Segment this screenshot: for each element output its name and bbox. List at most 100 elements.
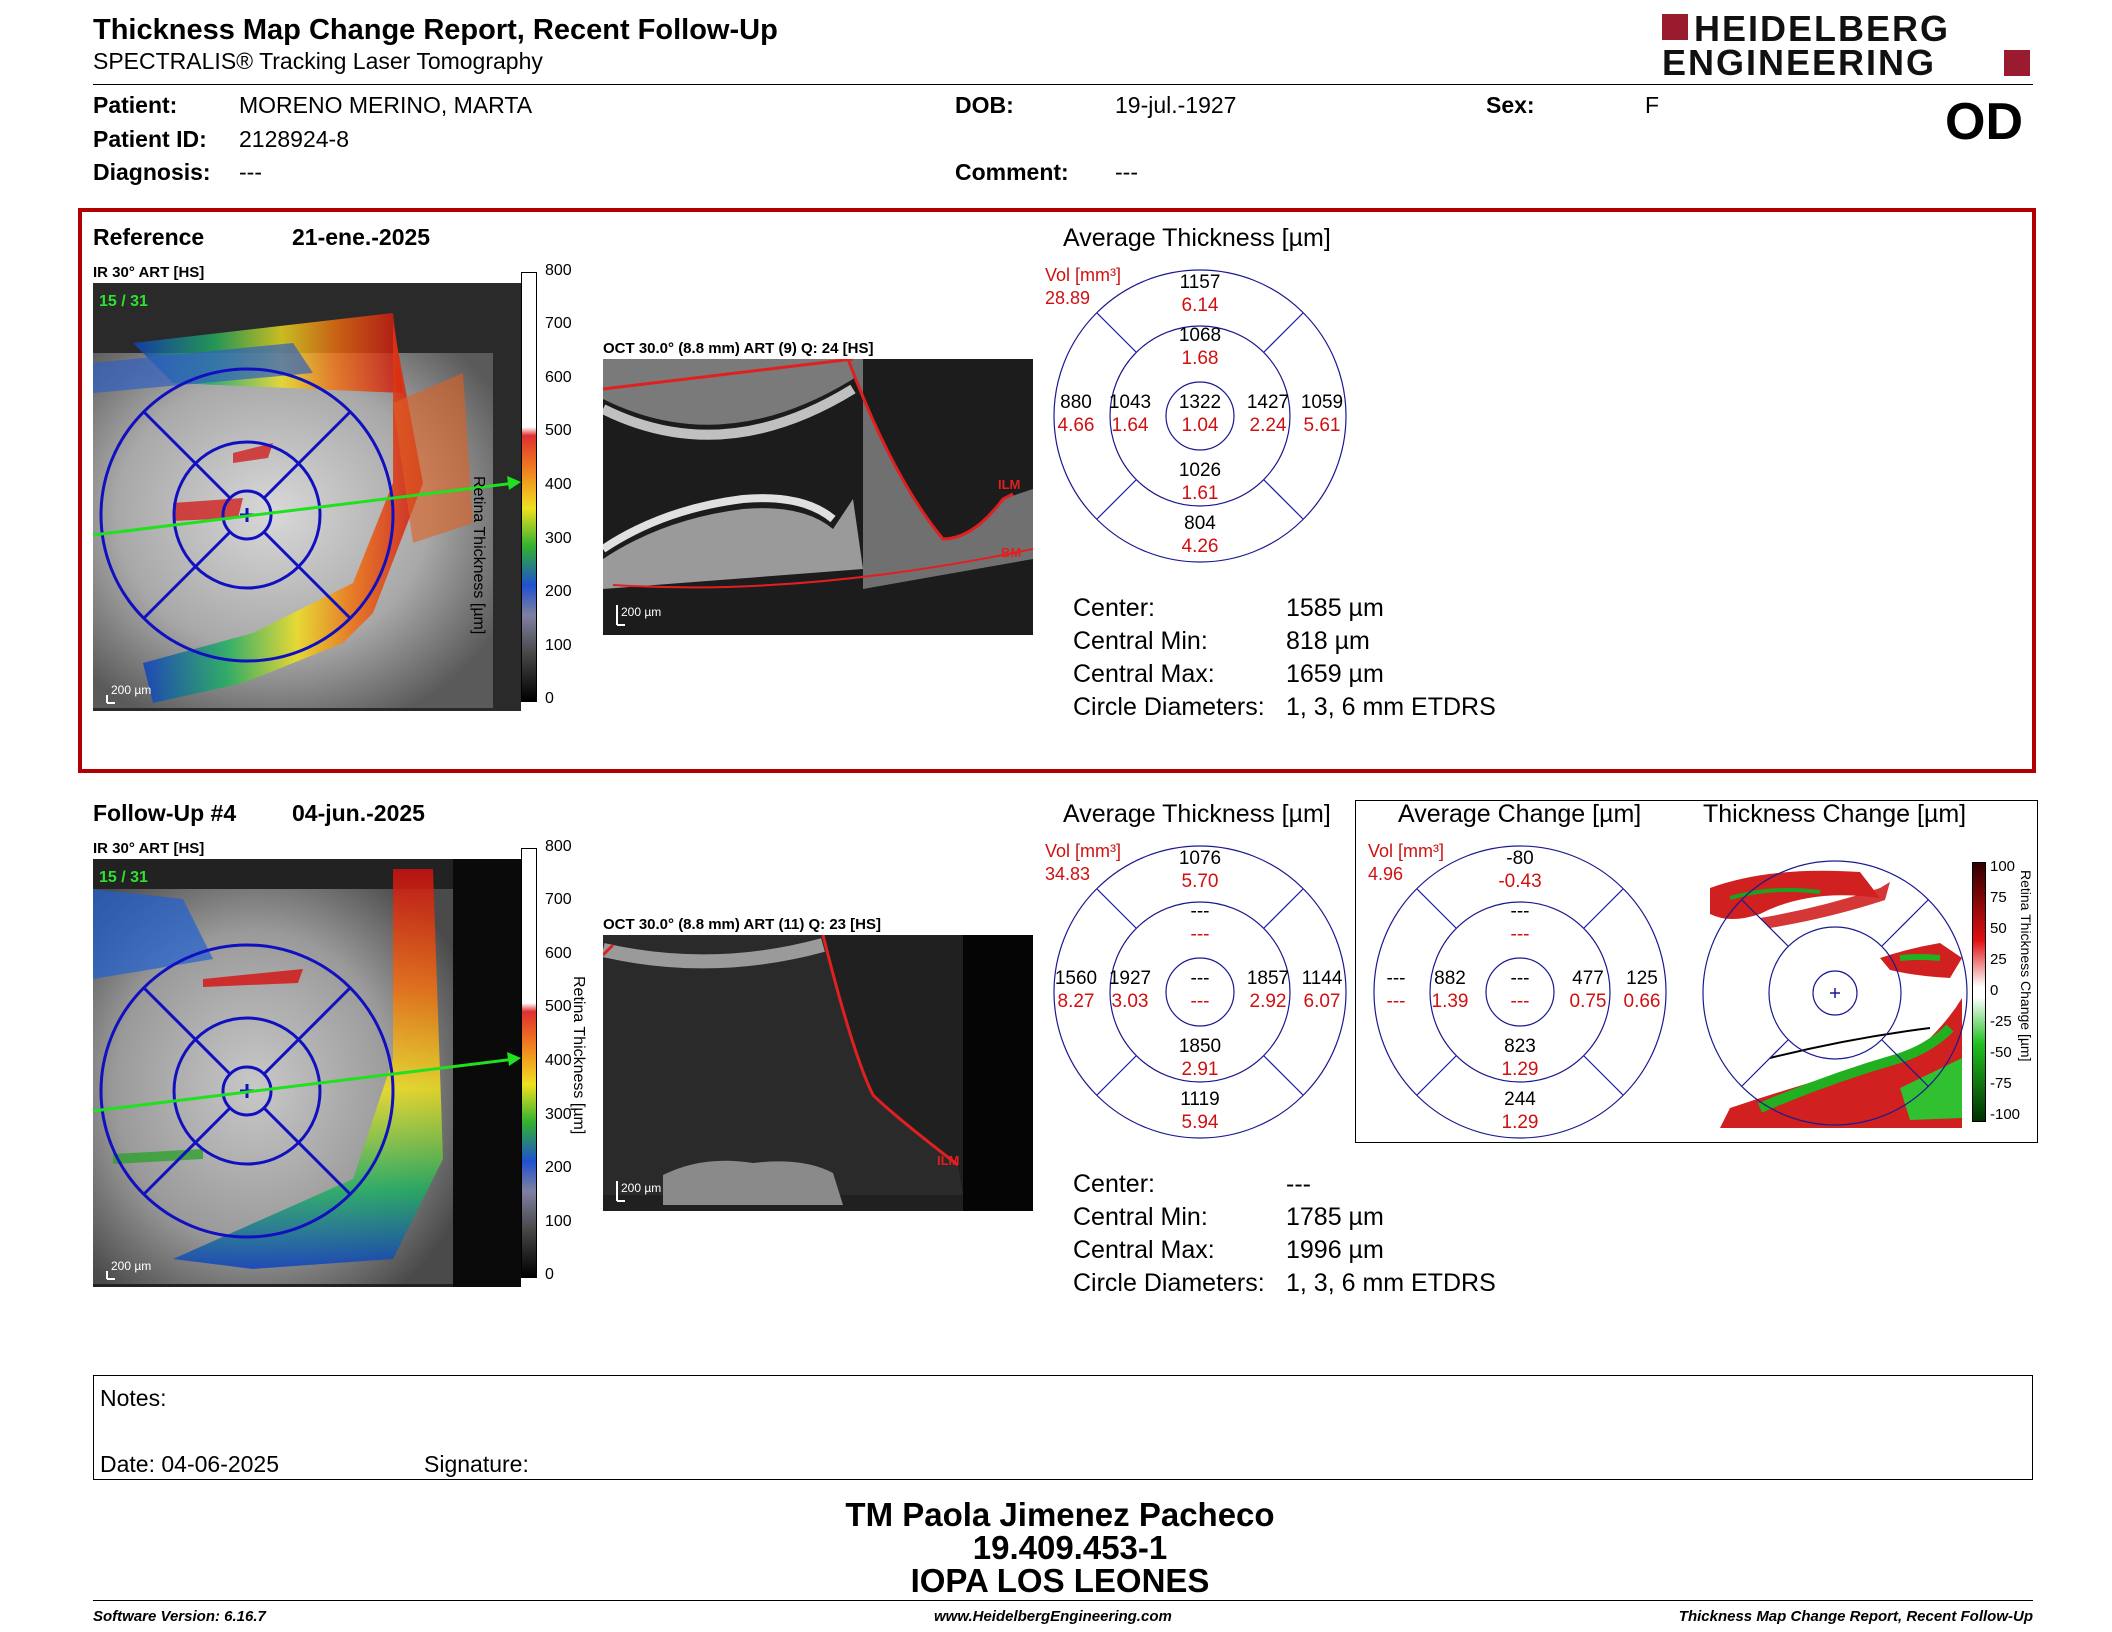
change-etdrs-grid: -80 -0.43 --- --- --- --- 882 1.39 --- -…	[1372, 844, 1668, 1140]
chg-bottom-inner-thickness: 823	[1504, 1036, 1536, 1057]
tick-100: 100	[545, 1213, 572, 1230]
chg-tick-minus100: -100	[1990, 1106, 2021, 1123]
followup-oct-bscan: ILM 200 µm	[603, 935, 1033, 1211]
tick-0: 0	[545, 1266, 554, 1283]
followup-colorbar-ticks: 800 700 600 500 400 300 200 100 0	[545, 838, 579, 1288]
ref-min-label: Central Min:	[1073, 627, 1208, 655]
followup-etdrs-grid: 1076 5.70 --- --- 1560 8.27 1927 3.03 --…	[1052, 844, 1348, 1140]
fu-bottom-outer-volume: 5.94	[1181, 1112, 1219, 1133]
fu-center-label: Center:	[1073, 1170, 1155, 1198]
chg-tick-50: 50	[1990, 920, 2007, 937]
reference-scale-bar: 200 µm	[111, 683, 152, 697]
ref-bottom-inner-thickness: 1026	[1178, 460, 1222, 481]
reference-etdrs-grid: 1157 6.14 1068 1.68 880 4.66 1043 1.64 1…	[1052, 268, 1348, 564]
followup-colorbar-label: Retina Thickness [µm]	[570, 976, 587, 1135]
report-subtitle: SPECTRALIS® Tracking Laser Tomography	[93, 48, 543, 74]
followup-fundus-image: 15 / 31 200 µm	[93, 859, 521, 1287]
fu-diam-value: 1, 3, 6 mm ETDRS	[1286, 1269, 1496, 1297]
diagnosis-value: ---	[239, 159, 262, 185]
chg-left-inner-volume: 1.39	[1431, 991, 1469, 1012]
chg-top-inner-thickness: ---	[1510, 901, 1530, 922]
tick-600: 600	[545, 369, 572, 386]
ref-bottom-inner-volume: 1.61	[1181, 483, 1219, 504]
thickness-change-map	[1700, 858, 1970, 1128]
reference-ir-label: IR 30° ART [HS]	[93, 264, 205, 281]
reference-frame	[78, 208, 2036, 773]
chg-left-inner-thickness: 882	[1434, 968, 1466, 989]
fu-center-thickness: ---	[1190, 968, 1210, 989]
fu-diam-label: Circle Diameters:	[1073, 1269, 1265, 1297]
followup-oct-label: OCT 30.0° (8.8 mm) ART (11) Q: 23 [HS]	[603, 916, 882, 933]
fu-bottom-outer-thickness: 1119	[1180, 1089, 1220, 1110]
chg-top-outer-thickness: -80	[1506, 848, 1534, 869]
fu-right-outer-thickness: 1144	[1301, 968, 1343, 989]
tick-300: 300	[545, 1106, 572, 1123]
reference-label: Reference	[93, 224, 205, 250]
fu-left-inner-volume: 3.03	[1111, 991, 1149, 1012]
tick-800: 800	[545, 262, 572, 279]
chg-center-volume: ---	[1510, 991, 1530, 1012]
eye-label: OD	[1945, 93, 2023, 151]
fu-bottom-inner-volume: 2.91	[1181, 1059, 1219, 1080]
chg-center-thickness: ---	[1510, 968, 1530, 989]
chg-left-outer-volume: ---	[1386, 991, 1406, 1012]
ilm-marker: ILM	[937, 1153, 960, 1168]
followup-ir-label: IR 30° ART [HS]	[93, 840, 205, 857]
chg-tick-75: 75	[1990, 889, 2007, 906]
ref-top-outer-volume: 6.14	[1181, 295, 1219, 316]
ref-center-thickness: 1322	[1178, 392, 1222, 413]
notes-date: Date: 04-06-2025	[100, 1451, 280, 1477]
chg-top-outer-volume: -0.43	[1498, 871, 1542, 892]
tick-300: 300	[545, 530, 572, 547]
followup-date: 04-jun.-2025	[292, 800, 425, 826]
brand-line1: HEIDELBERG	[1694, 8, 1951, 49]
chg-bottom-outer-volume: 1.29	[1501, 1112, 1539, 1133]
followup-avg-title: Average Thickness [µm]	[1063, 800, 1331, 828]
chg-tick-minus50: -50	[1990, 1044, 2012, 1061]
brand-line2: ENGINEERING	[1662, 42, 1937, 83]
followup-oct-scale: 200 µm	[621, 1181, 662, 1195]
fu-right-outer-volume: 6.07	[1303, 991, 1341, 1012]
brand-logo: HEIDELBERG ENGINEERING	[1662, 8, 2032, 83]
fu-max-value: 1996 µm	[1286, 1236, 1384, 1264]
chg-right-inner-volume: 0.75	[1569, 991, 1607, 1012]
fu-bottom-inner-thickness: 1850	[1178, 1036, 1222, 1057]
ref-left-inner-thickness: 1043	[1108, 392, 1152, 413]
chg-tick-100: 100	[1990, 858, 2016, 875]
fu-center-volume: ---	[1190, 991, 1210, 1012]
chg-bottom-outer-thickness: 244	[1504, 1089, 1536, 1110]
ref-right-inner-thickness: 1427	[1246, 392, 1290, 413]
fu-center-value: ---	[1286, 1170, 1311, 1198]
change-colorbar-ticks: 100 75 50 25 0 -25 -50 -75 -100	[1990, 858, 2026, 1128]
followup-scale-bar: 200 µm	[111, 1259, 152, 1273]
followup-colorbar	[521, 848, 537, 1278]
ref-left-outer-volume: 4.66	[1057, 415, 1095, 436]
fu-min-label: Central Min:	[1073, 1203, 1208, 1231]
footer-website[interactable]: www.HeidelbergEngineering.com	[934, 1608, 1172, 1625]
reference-vol-value: 28.89	[1045, 288, 1091, 308]
comment-value: ---	[1115, 159, 1138, 185]
ref-min-value: 818 µm	[1286, 627, 1370, 655]
fu-top-outer-thickness: 1076	[1178, 848, 1222, 869]
ref-left-inner-volume: 1.64	[1111, 415, 1149, 436]
reference-fundus-image: 15 / 31 200 µm	[93, 283, 521, 711]
chg-right-inner-thickness: 477	[1572, 968, 1604, 989]
reference-date: 21-ene.-2025	[292, 224, 431, 250]
avg-change-title: Average Change [µm]	[1398, 800, 1642, 828]
ref-diam-label: Circle Diameters:	[1073, 693, 1265, 721]
tick-200: 200	[545, 1159, 572, 1176]
fu-left-inner-thickness: 1927	[1108, 968, 1152, 989]
ref-bottom-outer-volume: 4.26	[1181, 536, 1219, 557]
tick-500: 500	[545, 998, 572, 1015]
ref-top-inner-volume: 1.68	[1181, 348, 1219, 369]
tick-600: 600	[545, 945, 572, 962]
tick-800: 800	[545, 838, 572, 855]
signatory-org: IOPA LOS LEONES	[910, 1562, 1210, 1599]
footer-software: Software Version: 6.16.7	[93, 1608, 266, 1625]
change-vol-label: Vol [mm³]	[1368, 841, 1445, 861]
ref-top-inner-thickness: 1068	[1178, 325, 1222, 346]
fu-min-value: 1785 µm	[1286, 1203, 1384, 1231]
logo-square-top	[1662, 14, 1688, 40]
change-panel	[1355, 800, 2038, 1143]
reference-vol-label: Vol [mm³]	[1045, 265, 1122, 285]
